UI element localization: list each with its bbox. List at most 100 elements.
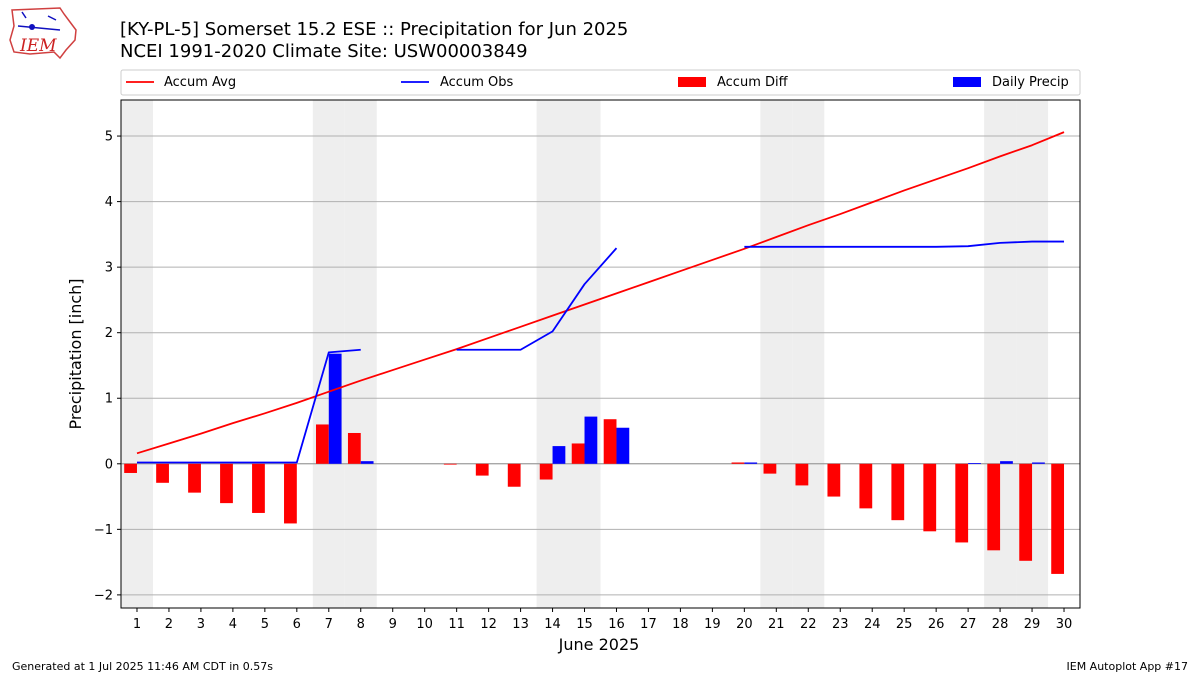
station-dot-icon xyxy=(29,24,35,30)
x-tick-label: 28 xyxy=(992,617,1009,632)
logo-text: IEM xyxy=(19,36,57,56)
bar-daily-precip-day-29 xyxy=(1032,462,1045,464)
x-tick-label: 24 xyxy=(864,617,881,632)
weekend-shade-day-1 xyxy=(121,100,153,608)
iowa-outline-icon xyxy=(9,7,77,60)
legend-label-accum-diff: Accum Diff xyxy=(717,75,789,90)
x-tick-label: 15 xyxy=(576,617,593,632)
chart-title: [KY-PL-5] Somerset 15.2 ESE :: Precipita… xyxy=(120,19,628,40)
x-tick-label: 14 xyxy=(544,617,561,632)
legend-box xyxy=(120,69,1081,96)
x-tick-label: 2 xyxy=(165,617,173,632)
wind-vane-icon xyxy=(21,11,57,21)
bar-accum-diff-day-27 xyxy=(955,463,969,543)
x-tick-label: 30 xyxy=(1056,617,1073,632)
bar-accum-diff-day-7 xyxy=(315,424,329,464)
y-tick-label: 3 xyxy=(105,261,113,276)
y-tick-label: 5 xyxy=(105,130,113,145)
bar-daily-precip-day-16 xyxy=(616,427,630,464)
x-tick-label: 8 xyxy=(357,617,365,632)
bar-accum-diff-day-25 xyxy=(891,463,905,521)
x-axis-ticks: 1 2 3 4 5 6 7 8 9 10 11 12 13 14 15 16 17 18 19 20 21 22 23 24 2… xyxy=(133,608,1072,632)
x-tick-label: 11 xyxy=(448,617,465,632)
y-tick-label: 1 xyxy=(105,392,113,407)
legend: Accum Avg Accum Obs Accum Diff Daily Pre… xyxy=(120,69,1081,96)
weekend-shade-day-8 xyxy=(344,100,377,608)
bar-accum-diff-day-14 xyxy=(539,463,553,480)
footer-app: IEM Autoplot App #17 xyxy=(1067,660,1189,673)
legend-swatch-daily-precip xyxy=(953,77,981,87)
x-tick-label: 10 xyxy=(416,617,433,632)
legend-label-accum-avg: Accum Avg xyxy=(164,75,236,90)
bar-accum-diff-day-2 xyxy=(156,463,169,483)
bar-accum-diff-day-13 xyxy=(507,463,521,487)
bars xyxy=(124,353,1065,574)
bar-daily-precip-day-15 xyxy=(584,416,598,464)
x-tick-label: 21 xyxy=(768,617,785,632)
weekend-shading xyxy=(121,100,1049,608)
y-axis-ticks: −2 −1 0 1 2 3 4 5 xyxy=(94,130,121,603)
bar-accum-diff-day-1 xyxy=(124,463,137,473)
x-tick-label: 5 xyxy=(261,617,269,632)
x-tick-label: 20 xyxy=(736,617,753,632)
bar-accum-diff-day-22 xyxy=(795,463,809,486)
chart-subtitle: NCEI 1991-2020 Climate Site: USW00003849 xyxy=(120,41,528,62)
bar-accum-diff-day-24 xyxy=(859,463,873,509)
y-tick-label: 0 xyxy=(105,457,113,472)
x-tick-label: 4 xyxy=(229,617,237,632)
bar-accum-diff-day-8 xyxy=(347,432,361,464)
x-tick-label: 12 xyxy=(480,617,497,632)
bar-daily-precip-day-27 xyxy=(968,463,981,464)
x-tick-label: 1 xyxy=(133,617,141,632)
bar-accum-diff-day-5 xyxy=(252,463,265,513)
x-tick-label: 25 xyxy=(896,617,913,632)
bar-daily-precip-day-8 xyxy=(360,461,374,464)
x-tick-label: 18 xyxy=(672,617,689,632)
bar-accum-diff-day-28 xyxy=(987,463,1001,551)
x-tick-label: 13 xyxy=(512,617,529,632)
lines xyxy=(136,131,1065,464)
x-tick-label: 27 xyxy=(960,617,977,632)
bar-accum-diff-day-11 xyxy=(443,463,457,465)
x-tick-label: 7 xyxy=(325,617,333,632)
x-tick-label: 23 xyxy=(832,617,849,632)
y-tick-label: −2 xyxy=(94,588,113,603)
bar-accum-diff-day-15 xyxy=(571,443,585,464)
bar-daily-precip-day-14 xyxy=(552,446,566,464)
bar-daily-precip-day-20 xyxy=(744,462,758,464)
bar-daily-precip-day-7 xyxy=(328,353,342,464)
x-tick-label: 16 xyxy=(608,617,625,632)
y-tick-label: 4 xyxy=(105,195,113,210)
x-tick-label: 17 xyxy=(640,617,657,632)
legend-label-daily-precip: Daily Precip xyxy=(992,75,1069,90)
bar-accum-diff-day-26 xyxy=(923,463,937,532)
bar-accum-diff-day-16 xyxy=(603,419,617,464)
x-tick-label: 6 xyxy=(293,617,301,632)
y-axis-label: Precipitation [inch] xyxy=(66,278,85,429)
x-tick-label: 22 xyxy=(800,617,817,632)
y-tick-label: 2 xyxy=(105,326,113,341)
iem-logo: IEM xyxy=(9,7,77,60)
line-accum-obs xyxy=(456,247,618,351)
x-tick-label: 29 xyxy=(1024,617,1041,632)
gridlines xyxy=(121,135,1080,596)
x-tick-label: 26 xyxy=(928,617,945,632)
y-tick-label: −1 xyxy=(94,523,113,538)
weather-station-icon xyxy=(17,25,61,31)
x-tick-label: 9 xyxy=(389,617,397,632)
line-accum-avg xyxy=(136,131,1065,455)
legend-swatch-accum-diff xyxy=(678,77,706,87)
bar-accum-diff-day-12 xyxy=(475,463,489,476)
legend-label-accum-obs: Accum Obs xyxy=(440,75,513,90)
bar-accum-diff-day-23 xyxy=(827,463,841,497)
bar-accum-diff-day-21 xyxy=(763,463,777,474)
x-tick-label: 3 xyxy=(197,617,205,632)
bar-accum-diff-day-20 xyxy=(731,462,745,464)
x-tick-label: 19 xyxy=(704,617,721,632)
bar-accum-diff-day-6 xyxy=(284,463,297,524)
bar-daily-precip-day-28 xyxy=(1000,461,1013,464)
footer-generated: Generated at 1 Jul 2025 11:46 AM CDT in … xyxy=(12,660,273,673)
x-axis-label: June 2025 xyxy=(558,635,640,654)
weekend-shade-day-22 xyxy=(792,100,825,608)
